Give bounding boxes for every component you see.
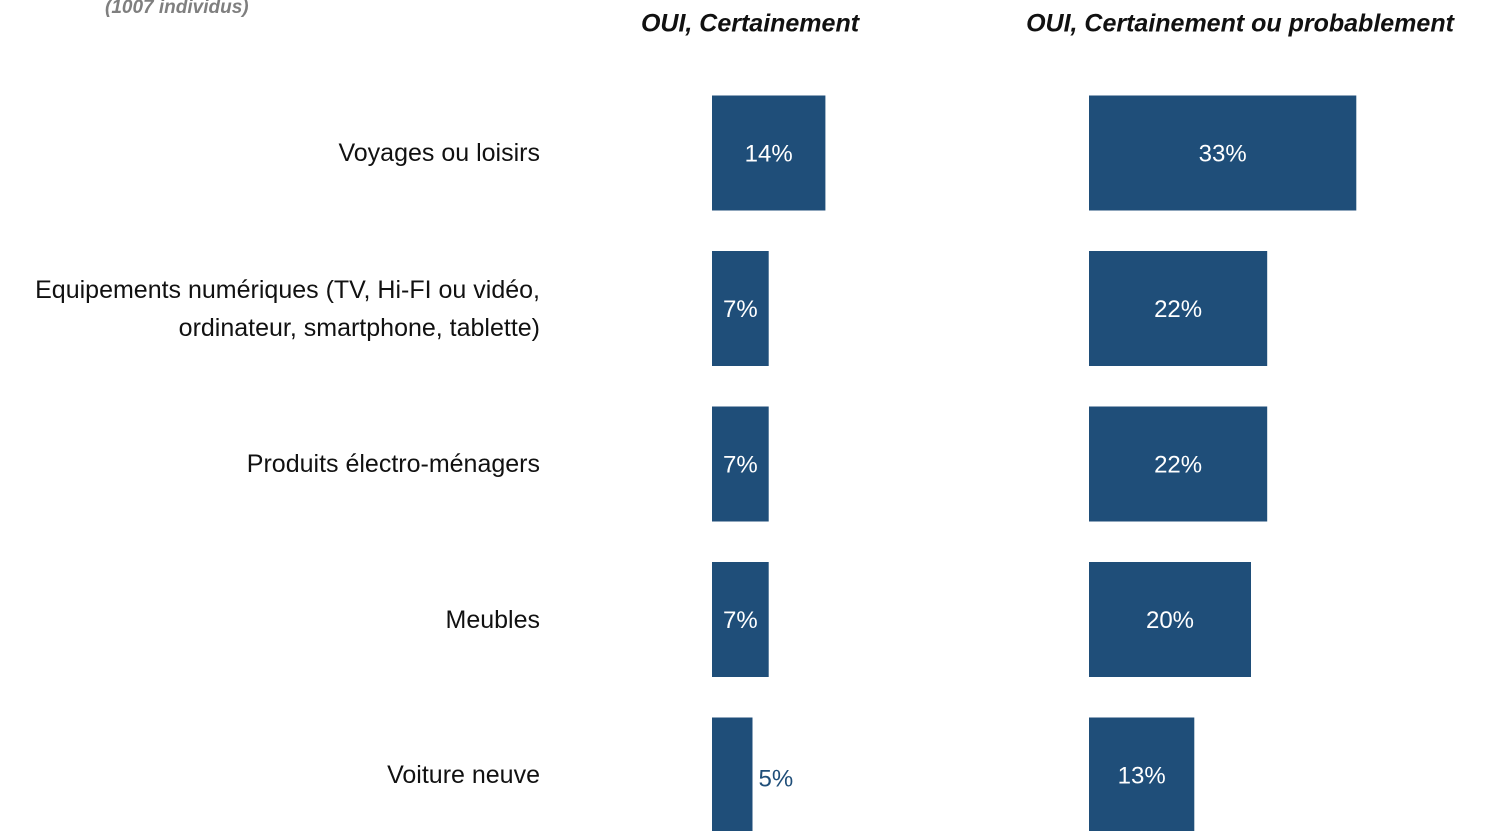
bar [1089, 562, 1251, 677]
category-label: Voyages ou loisirs [338, 139, 540, 167]
category-label: Voiture neuve [387, 761, 540, 789]
bar [1089, 717, 1195, 831]
bar [712, 562, 769, 677]
series-header: OUI, Certainement [641, 10, 861, 38]
value-label: 5% [759, 765, 794, 792]
value-label: 14% [745, 140, 793, 167]
category-label: Produits électro-ménagers [246, 450, 540, 478]
value-label: 7% [723, 607, 758, 634]
bar [712, 251, 769, 366]
value-label: 20% [1146, 607, 1194, 634]
series-header: OUI, Certainement ou probablement [1026, 10, 1456, 38]
bar [712, 717, 753, 831]
value-label: 7% [723, 451, 758, 478]
value-label: 7% [723, 296, 758, 323]
chart-subtitle: (1007 individus) [105, 0, 249, 18]
value-label: 22% [1154, 296, 1202, 323]
bar [1089, 95, 1357, 211]
category-label: Meubles [445, 605, 541, 634]
bar [712, 95, 826, 211]
category-label: Equipements numériques (TV, Hi-FI ou vid… [35, 275, 540, 342]
value-label: 13% [1118, 762, 1166, 789]
bar [1089, 251, 1268, 366]
value-label: 33% [1199, 140, 1247, 167]
bar [1089, 406, 1268, 522]
bar [712, 406, 769, 522]
value-label: 22% [1154, 451, 1202, 478]
